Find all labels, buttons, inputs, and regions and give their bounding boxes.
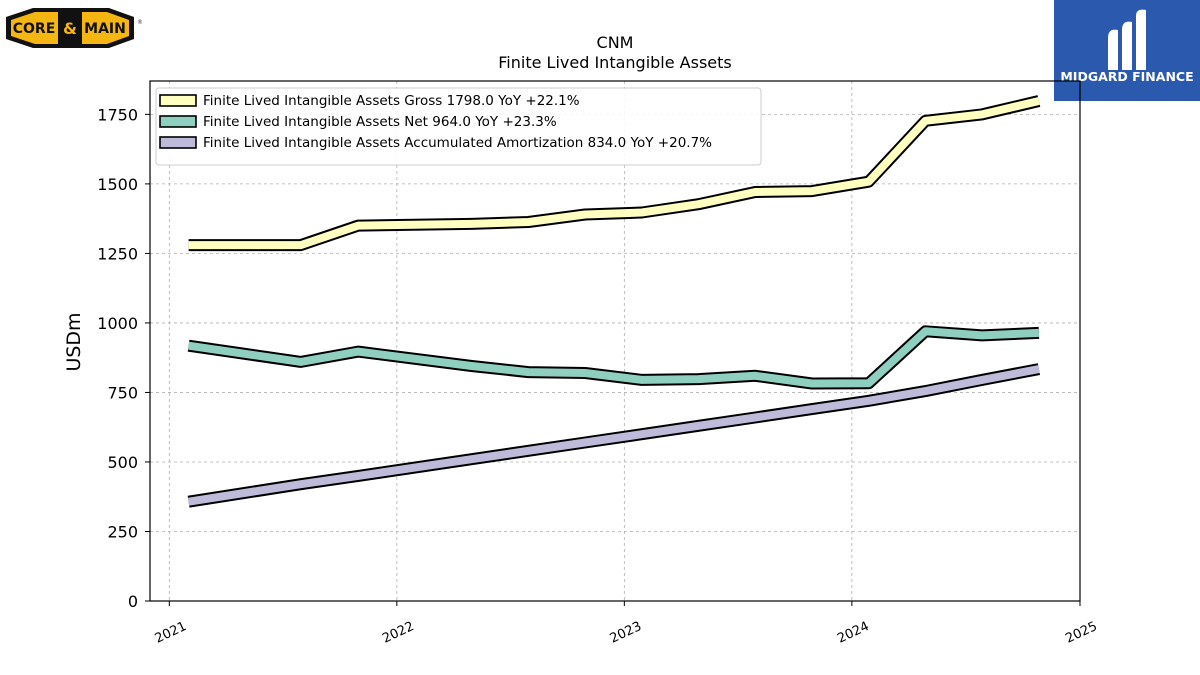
legend-swatch: [159, 94, 197, 107]
legend-label: Finite Lived Intangible Assets Gross 179…: [203, 93, 580, 109]
x-tick-label: 2025: [1063, 619, 1099, 647]
legend-swatch: [159, 136, 197, 149]
svg-text:®: ®: [137, 19, 142, 26]
y-tick-label: 750: [107, 383, 138, 402]
y-tick-label: 250: [107, 522, 138, 541]
chart-subtitle: Finite Lived Intangible Assets: [498, 53, 731, 72]
x-tick-label: 2022: [380, 619, 416, 647]
x-tick-label: 2021: [153, 619, 189, 647]
y-tick-label: 1750: [97, 105, 138, 124]
legend-label: Finite Lived Intangible Assets Accumulat…: [203, 135, 712, 151]
svg-text:&: &: [63, 19, 77, 38]
y-tick-label: 1500: [97, 175, 138, 194]
x-axis-ticks: 2021 2022 2023 2024 2025: [153, 601, 1100, 647]
svg-text:CORE: CORE: [13, 21, 56, 37]
plot-frame: [149, 80, 1081, 602]
y-tick-label: 1250: [97, 244, 138, 263]
series-line: [187, 365, 1040, 506]
legend-swatch: [159, 115, 197, 128]
y-tick-label: 1000: [97, 314, 138, 333]
legend-label: Finite Lived Intangible Assets Net 964.0…: [203, 114, 557, 130]
x-tick-label: 2023: [608, 619, 644, 647]
series-layer: [187, 95, 1041, 508]
legend: Finite Lived Intangible Assets Gross 179…: [155, 87, 762, 166]
legend-box: [155, 87, 762, 166]
series-line: [188, 97, 1040, 250]
svg-text:MAIN: MAIN: [84, 21, 126, 37]
x-tick-label: 2024: [835, 619, 871, 647]
y-axis-ticks: 0 250 500 750 1000 1250 1500 1750: [97, 105, 150, 611]
core-and-main-logo: CORE & MAIN ®: [6, 6, 143, 52]
chart-title: CNM: [597, 33, 634, 52]
series-line: [188, 327, 1040, 388]
midgard-m-mark-icon: [1108, 9, 1146, 71]
midgard-finance-wordmark: MIDGARD FINANCE: [1060, 69, 1194, 84]
y-axis-label: USDm: [63, 312, 85, 371]
y-tick-label: 500: [107, 453, 138, 472]
midgard-finance-logo: MIDGARD FINANCE: [1054, 0, 1200, 101]
y-tick-label: 0: [128, 592, 138, 611]
